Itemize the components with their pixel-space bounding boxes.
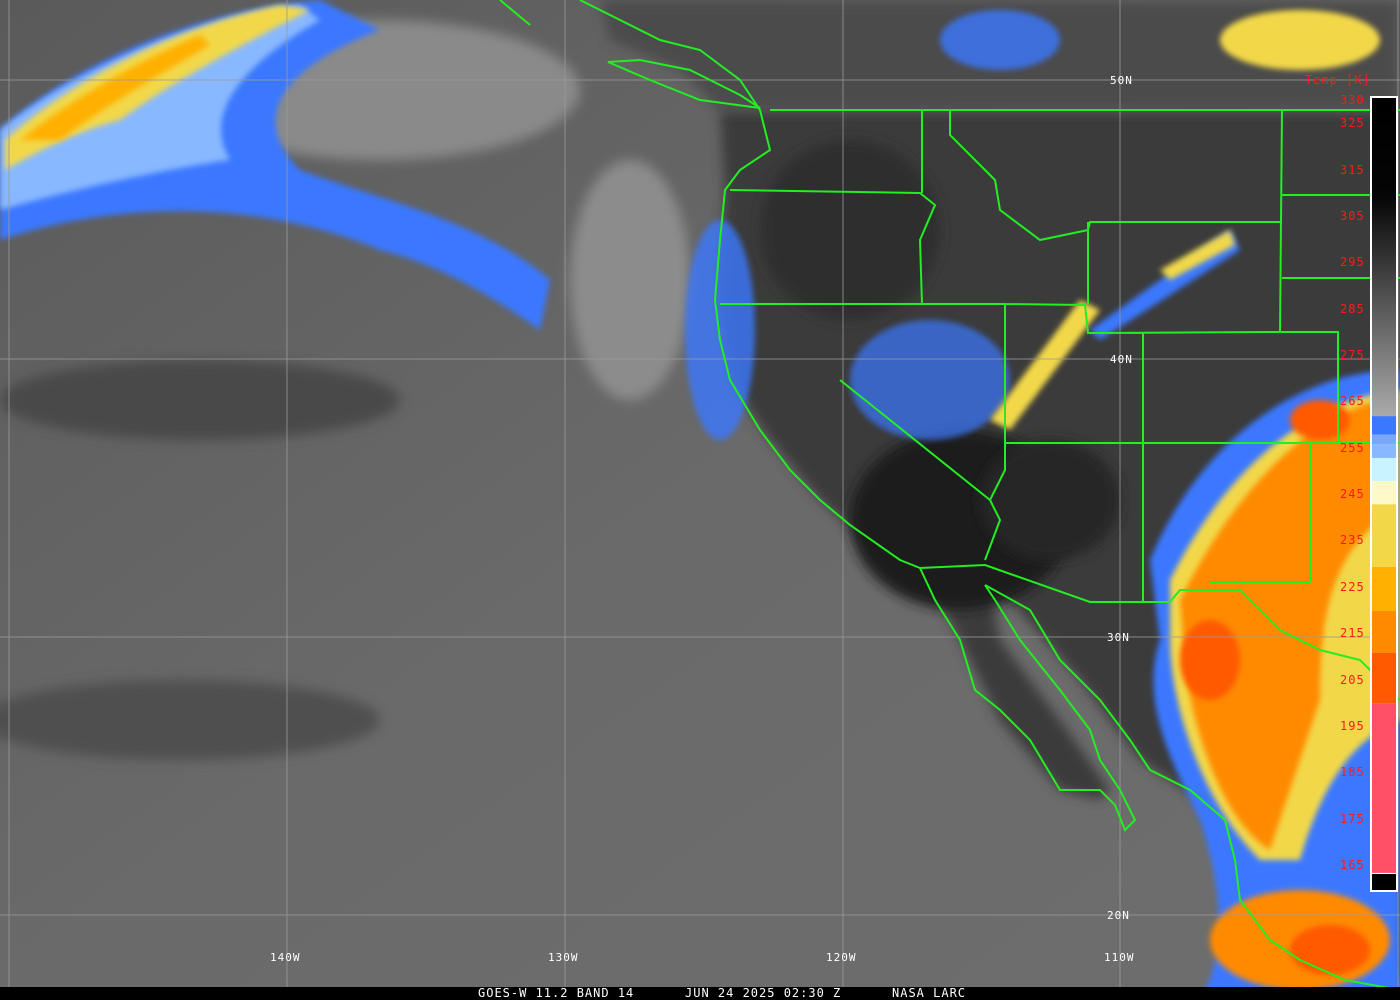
colorbar-band: [1372, 481, 1396, 505]
colorbar-tick-label: 215: [1340, 626, 1365, 641]
lat-label-50n: 50N: [1110, 74, 1133, 87]
lat-label-30n: 30N: [1107, 631, 1130, 644]
storm-core: [1180, 620, 1240, 700]
coastline-vancouver-island: [607, 58, 761, 109]
cloud-area: [685, 220, 755, 440]
colorbar-band: [1372, 444, 1396, 458]
state-borders: [720, 109, 1400, 602]
cloud-band-coldest: [20, 35, 210, 140]
colorbar-tick-label: 245: [1340, 487, 1365, 502]
cloud-free-area: [0, 680, 380, 760]
temperature-colorbar: [1370, 96, 1398, 892]
lat-label-40n: 40N: [1110, 353, 1133, 366]
lon-label-140w: 140W: [270, 951, 301, 964]
colorbar-tick-label: 295: [1340, 255, 1365, 270]
colorbar-band: [1372, 504, 1396, 567]
political-borders: [499, 0, 1400, 991]
colorbar-tick-label: 325: [1340, 116, 1365, 131]
colorbar-tick-label: 305: [1340, 208, 1365, 223]
cloud-area: [570, 160, 690, 400]
coastline-baja: [919, 567, 1137, 832]
caption-datetime: JUN 24 2025 02:30 Z: [685, 986, 842, 1000]
coastline-mainland-mexico: [984, 584, 1400, 991]
colorbar-band: [1372, 416, 1396, 435]
colorbar-tick-label: 185: [1340, 765, 1365, 780]
colorbar-tick-label: 330: [1340, 93, 1365, 107]
plateau-warm-area: [760, 140, 940, 320]
colorbar-tick-label: 225: [1340, 579, 1365, 594]
colorbar-gray-ramp: [1372, 98, 1396, 424]
caption-source: NASA LARC: [892, 986, 967, 1000]
colorbar-band: [1372, 652, 1396, 704]
cloud-area: [940, 10, 1060, 70]
image-caption-bar: GOES-W 11.2 BAND 14 JUN 24 2025 02:30 Z …: [0, 987, 1400, 1000]
colorbar-tick-label: 315: [1340, 162, 1365, 177]
lon-label-110w: 110W: [1104, 951, 1135, 964]
colorbar-bottom: [1372, 874, 1396, 890]
colorbar-band: [1372, 566, 1396, 611]
colorbar-band: [1372, 610, 1396, 653]
colorbar-band: [1372, 457, 1396, 482]
lon-label-130w: 130W: [548, 951, 579, 964]
colorbar-tick-label: 175: [1340, 811, 1365, 826]
colorbar-band: [1372, 703, 1396, 873]
colorbar-tick-label: 195: [1340, 718, 1365, 733]
storm-complex-colder: [1180, 400, 1380, 850]
border-us-mexico: [919, 563, 1400, 701]
colorbar-tick-label: 205: [1340, 672, 1365, 687]
cloud-free-area: [0, 360, 400, 440]
colorbar-tick-label: 235: [1340, 533, 1365, 548]
caption-satellite-band: GOES-W 11.2 BAND 14: [478, 986, 635, 1000]
cloud-band-coldest: [5, 5, 310, 170]
storm-core: [1290, 400, 1350, 440]
cloud-band-coldest: [1160, 230, 1235, 280]
cloud-area: [850, 320, 1010, 440]
colorbar-title: Temp [K]: [1305, 73, 1371, 87]
cloud-band-colder: [0, 5, 320, 210]
desert-warm-area: [980, 440, 1120, 560]
lat-label-20n: 20N: [1107, 909, 1130, 922]
cloud-band-coldest: [990, 300, 1100, 430]
coastline-pacific: [499, 0, 921, 569]
colorbar-tick-label: 255: [1340, 440, 1365, 455]
colorbar-tick-label: 265: [1340, 394, 1365, 409]
cloud-area: [1220, 10, 1380, 70]
colorbar-tick-label: 165: [1340, 857, 1365, 872]
lon-label-120w: 120W: [826, 951, 857, 964]
colorbar-tick-label: 285: [1340, 301, 1365, 316]
colorbar-band: [1372, 434, 1396, 445]
storm-core: [1290, 925, 1370, 975]
colorbar-tick-label: 275: [1340, 347, 1365, 362]
